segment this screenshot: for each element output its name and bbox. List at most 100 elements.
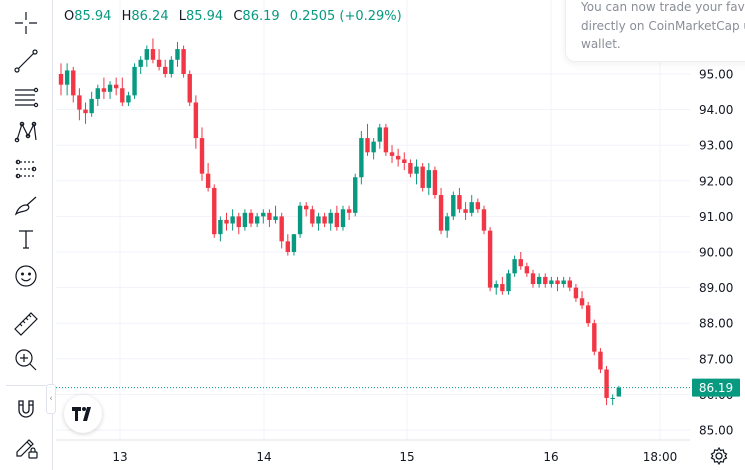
pattern-icon[interactable] (8, 117, 44, 147)
emoji-icon[interactable] (8, 261, 44, 291)
candle-body (169, 59, 174, 74)
candle (481, 205, 487, 235)
candle (549, 276, 554, 288)
candle (291, 234, 297, 256)
candle-body (365, 138, 370, 153)
candle-body (297, 205, 303, 235)
candle-body (444, 216, 450, 231)
high-value: 86.24 (131, 9, 169, 24)
candle-body (187, 74, 192, 103)
candle-body (279, 216, 284, 242)
ruler-icon[interactable] (8, 309, 44, 339)
candle-body (126, 95, 131, 103)
candle-body (481, 209, 487, 231)
candle-body (438, 195, 444, 231)
candle-body (150, 49, 156, 60)
magnet-icon[interactable] (8, 394, 44, 424)
candle (463, 202, 468, 220)
price-tick-label: 92.00 (699, 174, 733, 188)
candle-body (212, 187, 217, 235)
candle-body (285, 241, 291, 252)
candle-body (138, 59, 143, 67)
candle-body (267, 212, 272, 220)
candle (346, 205, 352, 220)
candle (371, 138, 376, 160)
candle (426, 163, 431, 196)
candle (297, 202, 303, 238)
close-value: 86.19 (242, 9, 280, 24)
candle (273, 205, 278, 224)
candle (340, 205, 346, 231)
candle (579, 291, 585, 309)
candle (304, 202, 309, 217)
candle-body (500, 284, 505, 292)
crosshair-icon[interactable] (8, 8, 44, 38)
candle-body (610, 397, 615, 399)
lock-pencil-icon[interactable] (8, 432, 44, 462)
brush-icon[interactable] (8, 191, 44, 221)
candle-body (77, 95, 82, 110)
candle (438, 187, 444, 235)
candle-body (316, 216, 321, 224)
candle (451, 191, 456, 220)
candle (487, 227, 493, 292)
candle-body (175, 49, 180, 60)
candle (156, 49, 162, 71)
candle (402, 152, 407, 171)
candle (322, 212, 327, 228)
candle-body (579, 298, 585, 306)
candle-body (156, 59, 162, 67)
time-tick-label: 14 (256, 450, 271, 464)
candle-body (457, 195, 462, 210)
candle-body (543, 276, 548, 285)
candle-body (89, 98, 94, 114)
toolbar-separator (6, 385, 46, 386)
tradingview-logo[interactable] (64, 395, 102, 433)
candle (224, 212, 229, 231)
toolbar-collapse-button[interactable]: ‹ (46, 384, 56, 414)
candle-body (420, 166, 425, 188)
price-tick-label: 88.00 (699, 317, 733, 331)
prediction-icon[interactable] (8, 154, 44, 184)
candle-body (604, 369, 609, 398)
time-tick-label: 16 (543, 450, 558, 464)
time-axis: 13 14 15 16 18:00 (56, 439, 690, 464)
candle-body (426, 170, 431, 188)
candle (193, 95, 199, 149)
candle (573, 284, 579, 302)
candle-body (236, 216, 241, 228)
candle (310, 205, 315, 228)
trend-line-icon[interactable] (8, 46, 44, 76)
candle-body (291, 234, 297, 252)
candle-body (218, 219, 223, 235)
candle (518, 252, 523, 270)
candle-body (334, 212, 340, 228)
candle-body (205, 173, 211, 188)
candle (328, 209, 333, 231)
candle (254, 212, 260, 228)
candle-body (395, 155, 401, 160)
trade-promo-tooltip: You can now trade your favorite directly… (565, 0, 745, 62)
candle-body (144, 49, 150, 60)
candle (218, 216, 223, 242)
candle (408, 159, 413, 178)
candle (616, 385, 622, 397)
fib-retracement-icon[interactable] (8, 82, 44, 112)
open-value: 85.94 (74, 9, 112, 24)
candle (469, 195, 474, 217)
text-icon[interactable] (8, 224, 44, 254)
candle-body (113, 84, 119, 89)
price-tick-label: 85.00 (699, 424, 733, 438)
tooltip-line-3: wallet. (581, 37, 621, 51)
candle-body (469, 202, 474, 213)
settings-gear-icon[interactable] (709, 446, 729, 466)
candle-body (414, 166, 419, 174)
candle (181, 45, 186, 78)
zoom-in-icon[interactable] (8, 345, 44, 375)
candle (561, 276, 566, 288)
candle (334, 205, 340, 231)
candle (359, 130, 364, 185)
candle (530, 269, 536, 288)
time-tick-label: 18:00 (643, 450, 678, 464)
